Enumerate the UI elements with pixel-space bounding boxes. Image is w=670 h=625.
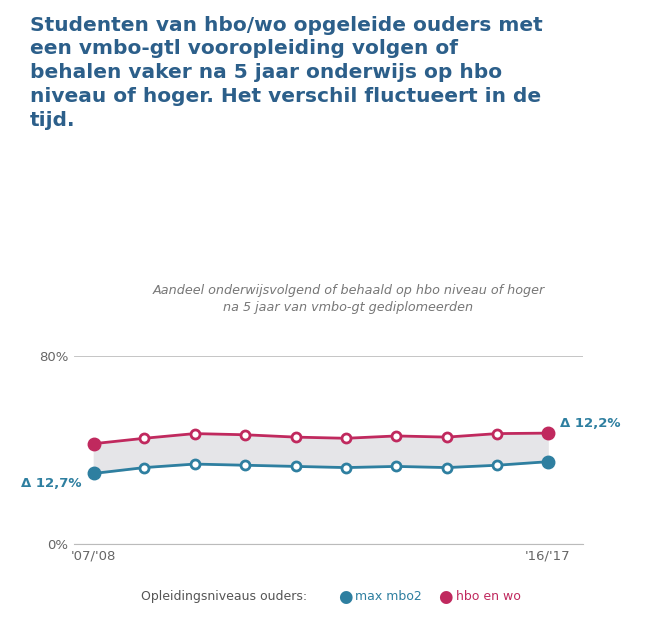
Text: ●: ● [438,588,453,606]
Text: Δ 12,7%: Δ 12,7% [21,477,81,490]
Text: Aandeel onderwijsvolgend of behaald op hbo niveau of hoger
na 5 jaar van vmbo-gt: Aandeel onderwijsvolgend of behaald op h… [152,284,545,314]
Text: Studenten van hbo/wo opgeleide ouders met
een vmbo-gtl vooropleiding volgen of
b: Studenten van hbo/wo opgeleide ouders me… [30,16,543,130]
Text: max mbo2: max mbo2 [355,591,422,603]
Text: Δ 12,2%: Δ 12,2% [560,417,620,429]
Text: Opleidingsniveaus ouders:: Opleidingsniveaus ouders: [141,591,307,603]
Text: hbo en wo: hbo en wo [456,591,521,603]
Text: ●: ● [338,588,352,606]
